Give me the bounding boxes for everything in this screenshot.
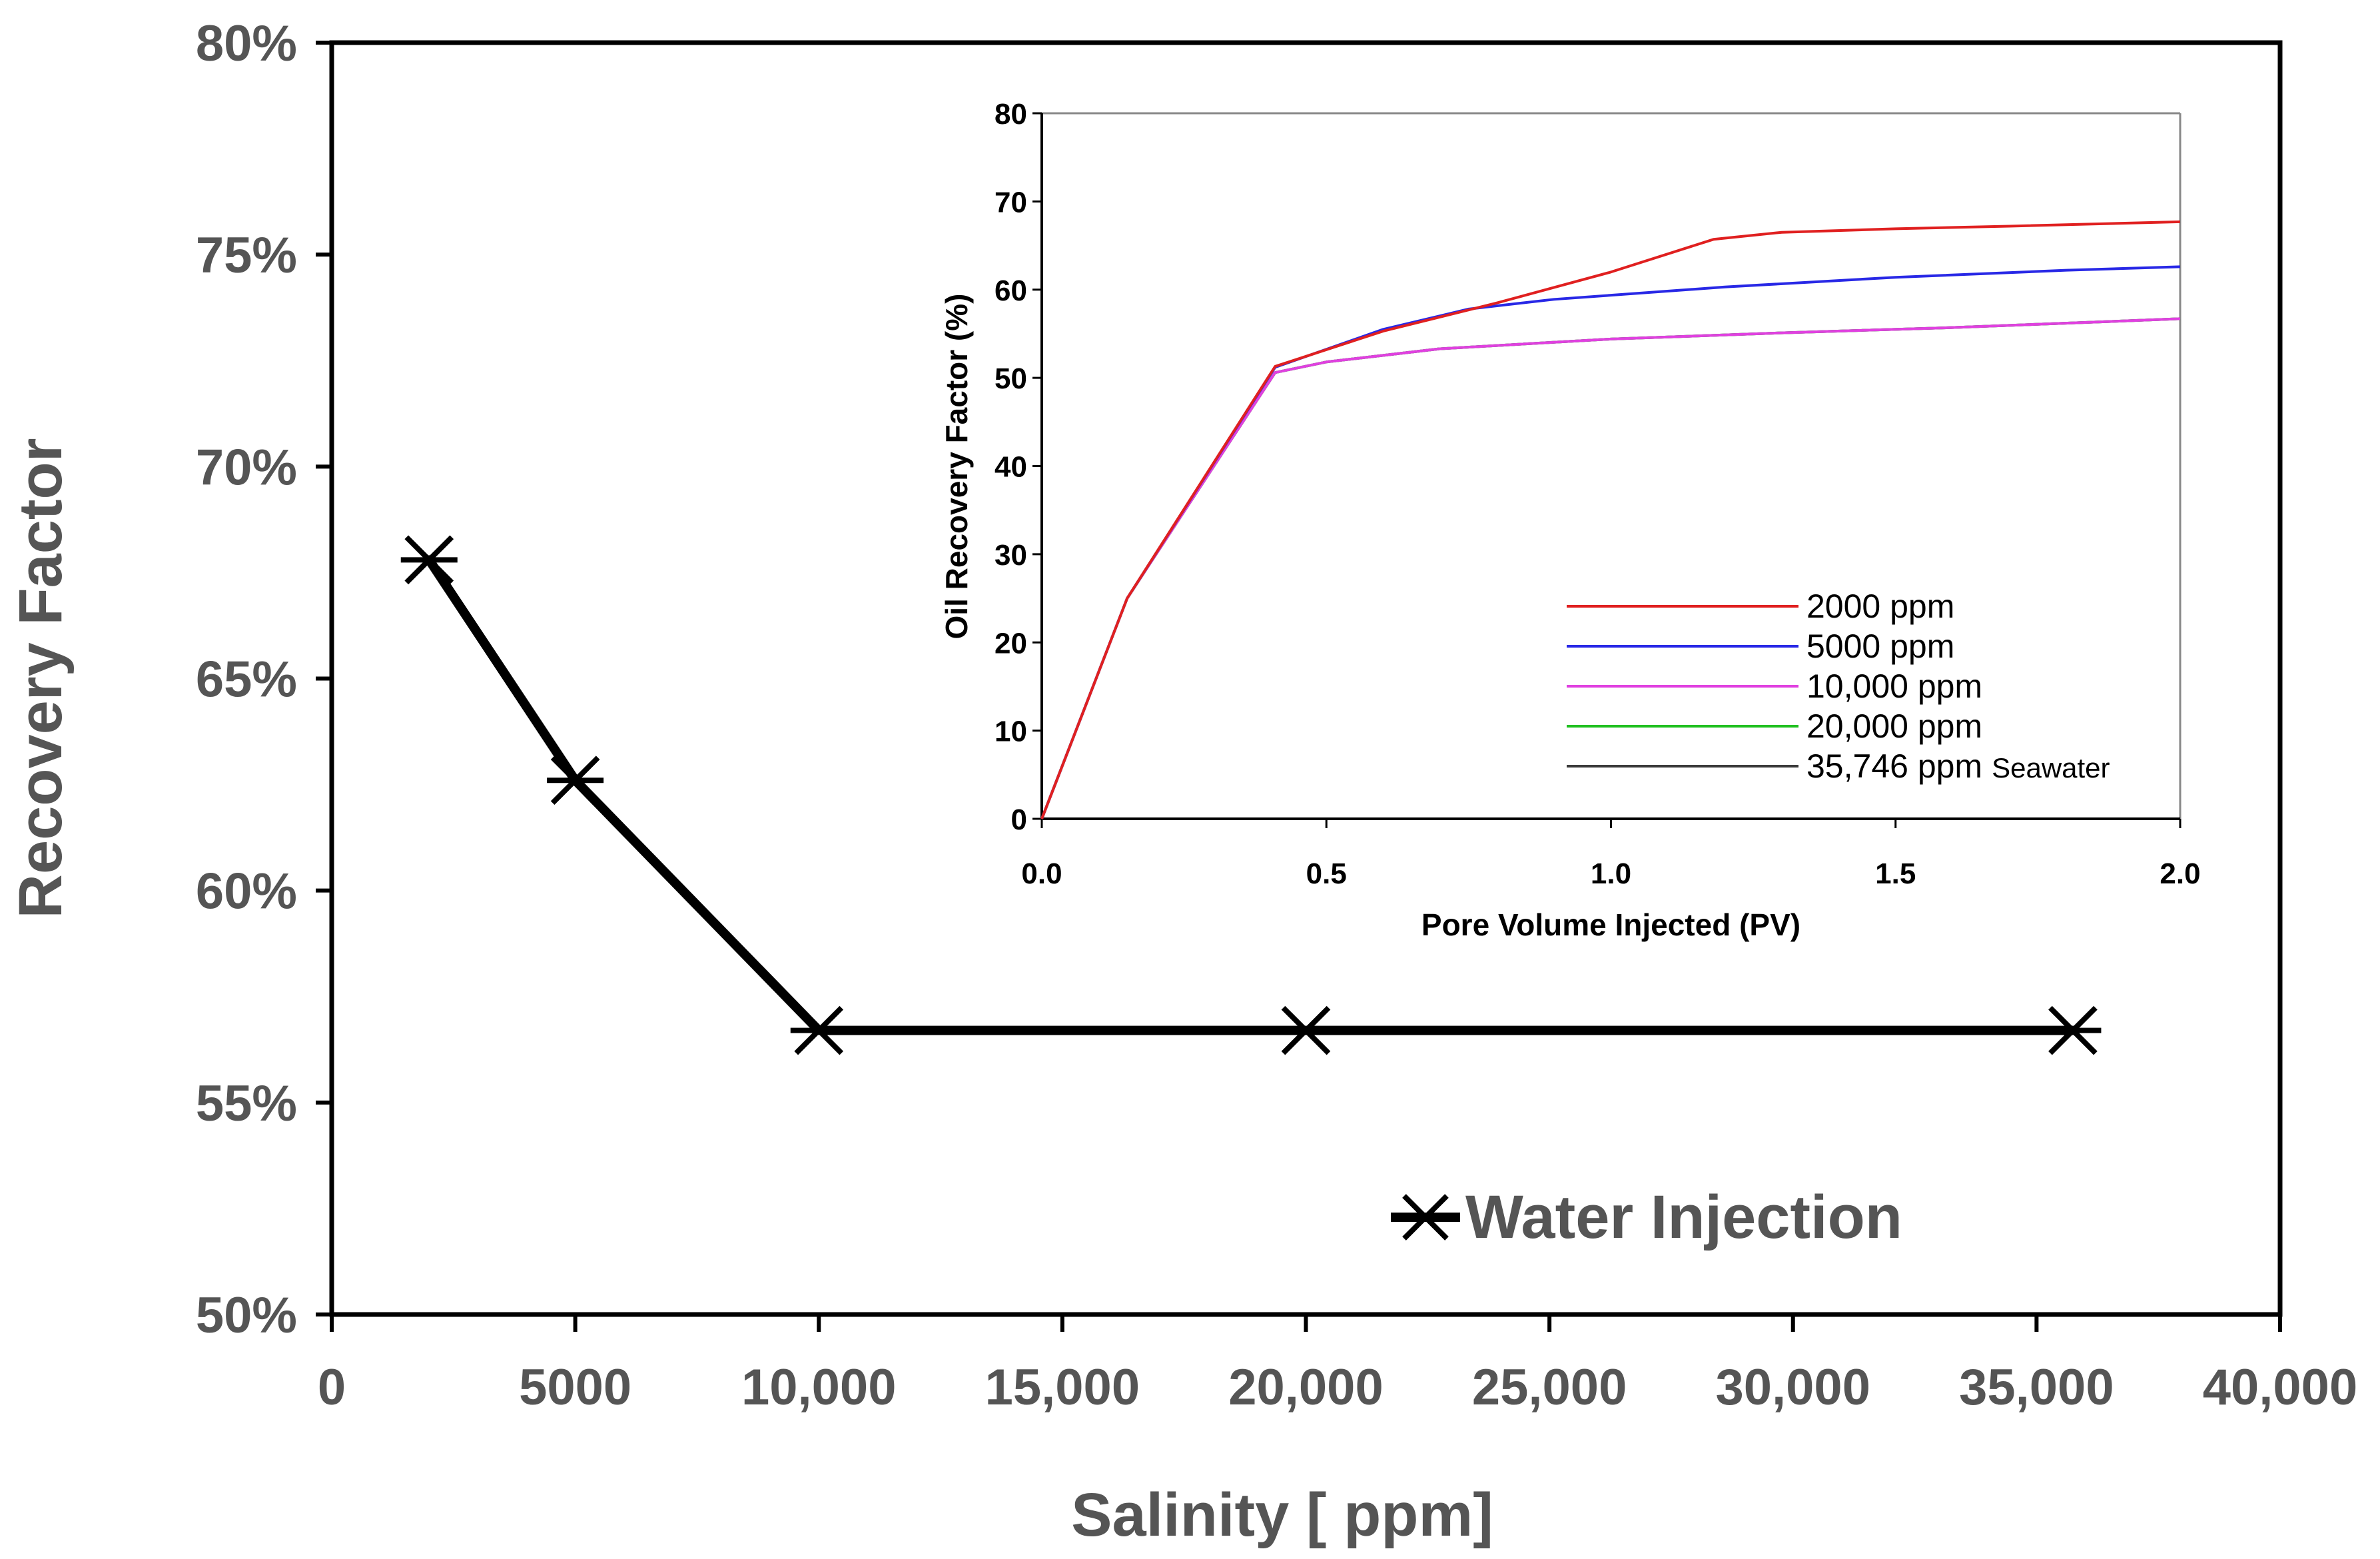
inset-y-tick-label: 50 <box>994 362 1027 395</box>
main-y-tick-label: 50% <box>196 1287 297 1344</box>
inset-x-tick-label: 2.0 <box>2160 857 2200 890</box>
main-x-tick-label: 40,000 <box>2203 1359 2357 1416</box>
inset-y-tick-label: 80 <box>994 98 1027 131</box>
inset-legend-label: 10,000 ppm <box>1806 668 1982 705</box>
main-x-tick-label: 35,000 <box>1959 1359 2114 1416</box>
inset-y-tick-label: 60 <box>994 274 1027 307</box>
main-y-tick-label: 55% <box>196 1075 297 1132</box>
legend-marker-water-injection <box>1399 1194 1452 1241</box>
inset-legend-label: 2000 ppm <box>1806 588 1954 625</box>
inset-y-tick-label: 0 <box>1011 803 1027 836</box>
water-injection-point <box>2044 1005 2102 1055</box>
water-injection-point <box>400 535 458 585</box>
inset-x-tick-label: 1.0 <box>1591 857 1631 890</box>
main-x-tick-label: 30,000 <box>1716 1359 1870 1416</box>
inset-y-tick-label: 30 <box>994 539 1027 572</box>
main-y-axis-label: Recovery Factor <box>7 438 75 919</box>
main-x-tick-label: 25,000 <box>1472 1359 1627 1416</box>
main-y-tick-label: 75% <box>196 227 297 284</box>
inset-y-tick-label: 20 <box>994 627 1027 660</box>
inset-legend-label: 20,000 ppm <box>1806 708 1982 745</box>
inset-x-axis-label: Pore Volume Injected (PV) <box>1421 907 1800 942</box>
main-x-tick-label: 20,000 <box>1228 1359 1383 1416</box>
main-y-tick-label: 60% <box>196 863 297 920</box>
water-injection-point <box>547 756 604 805</box>
main-x-tick-label: 10,000 <box>741 1359 896 1416</box>
main-x-tick-label: 15,000 <box>985 1359 1140 1416</box>
main-x-tick-label: 0 <box>318 1359 346 1416</box>
inset-x-tick-label: 0.5 <box>1306 857 1347 890</box>
water-injection-point <box>1278 1005 1334 1055</box>
main-y-tick-label: 65% <box>196 652 297 708</box>
water-injection-point <box>790 1005 847 1055</box>
legend-label-water-injection: Water Injection <box>1465 1183 1902 1251</box>
inset-legend-label: 35,746 ppm <box>1806 748 1982 785</box>
main-y-tick-label: 70% <box>196 439 297 496</box>
inset-y-tick-label: 40 <box>994 451 1027 484</box>
inset-series-line-0 <box>1040 220 2181 819</box>
inset-background <box>1028 100 2193 832</box>
inset-x-tick-label: 0.0 <box>1021 857 1062 890</box>
inset-x-tick-label: 1.5 <box>1875 857 1916 890</box>
inset-y-tick-label: 10 <box>994 716 1027 748</box>
inset-y-tick-label: 70 <box>994 186 1027 219</box>
inset-legend-label-suffix: Seawater <box>1992 752 2110 783</box>
inset-legend-label: 5000 ppm <box>1806 628 1954 665</box>
main-x-tick-label: 5000 <box>519 1359 631 1416</box>
main-y-tick-label: 80% <box>196 15 297 72</box>
main-x-axis-label: Salinity [ ppm] <box>1071 1481 1493 1549</box>
inset-y-axis-label: Oil Recovery Factor (%) <box>939 294 974 640</box>
